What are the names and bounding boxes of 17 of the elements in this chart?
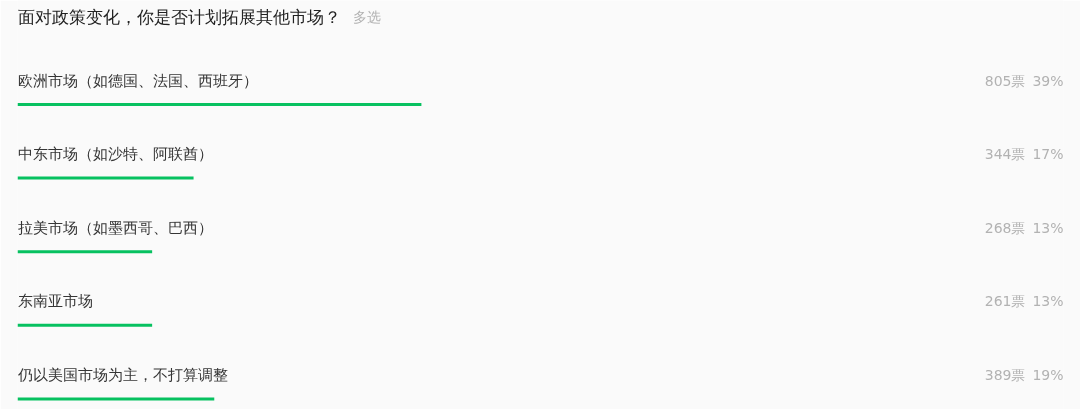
y-tick-label: 拉美市场（如墨西哥、巴西） [17,218,213,237]
y-tick-label: 欧洲市场（如德国、法国、西班牙） [17,71,258,90]
bar [17,176,194,180]
y-tick-label: 仍以美国市场为主，不打算调整 [16,365,228,384]
bar [17,323,153,327]
data-label: 805票 39% [984,72,1064,89]
data-label: 261票 13% [984,293,1064,310]
bar [17,103,422,106]
chart-title: 面对政策变化，你是否计划拓展其他市场？ [17,6,341,27]
data-label: 344票 17% [984,146,1064,163]
chart-subtitle: 多选 [352,8,381,25]
y-tick-label: 东南亚市场 [17,292,93,311]
bar [17,250,153,254]
data-label: 268票 13% [984,219,1064,236]
y-tick-label: 中东市场（如沙特、阿联酋） [17,145,213,164]
bar [17,397,215,401]
data-label: 389票 19% [984,366,1064,383]
